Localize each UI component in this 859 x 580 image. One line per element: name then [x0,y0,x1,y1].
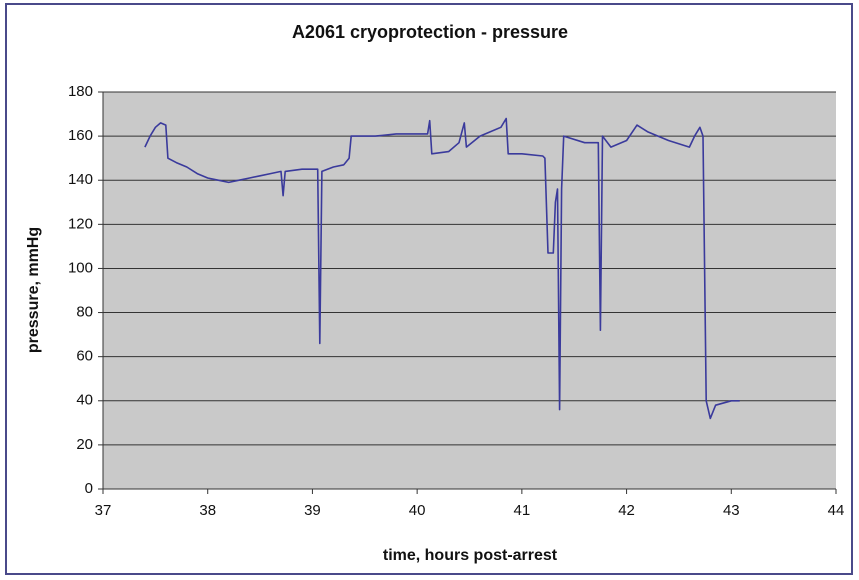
x-tick-label: 37 [95,502,112,519]
x-tick-label: 41 [514,502,531,519]
plot-area [103,92,836,489]
x-tick-label: 43 [723,502,740,519]
y-tick-label: 60 [76,348,93,365]
line-series [144,117,740,420]
y-tick-label: 0 [85,480,93,497]
y-tick-label: 120 [68,215,93,232]
x-axis-label: time, hours post-arrest [383,547,558,564]
y-tick-label: 80 [76,304,93,321]
x-tick-label: 38 [199,502,216,519]
y-tick-label: 160 [68,127,93,144]
x-tick-label: 42 [618,502,635,519]
chart-title: A2061 cryoprotection - pressure [292,22,568,42]
y-tick-label: 180 [68,83,93,100]
y-tick-label: 20 [76,436,93,453]
x-tick-label: 39 [304,502,321,519]
y-tick-label: 140 [68,171,93,188]
x-tick-label: 44 [828,502,845,519]
y-tick-label: 40 [76,392,93,409]
y-axis-label: pressure, mmHg [25,227,42,353]
y-tick-label: 100 [68,259,93,276]
x-tick-label: 40 [409,502,426,519]
